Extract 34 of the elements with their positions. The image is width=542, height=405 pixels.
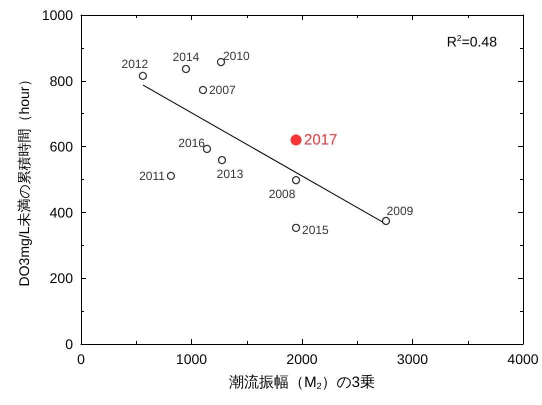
point xyxy=(202,144,212,153)
point xyxy=(216,58,226,66)
y-tick-label: 800 xyxy=(50,72,74,89)
annotation: 2009 xyxy=(386,204,414,218)
y-tick-label: 1000 xyxy=(42,7,74,23)
annotation: 2013 xyxy=(216,167,244,182)
x-tick-label: 1000 xyxy=(176,351,208,367)
y-axis-title: DO3mg/L未満の累積時間（hour） xyxy=(16,72,32,286)
point xyxy=(182,64,190,74)
annotation: 2014 xyxy=(172,50,200,64)
point xyxy=(198,86,208,94)
annotation: 2010 xyxy=(223,49,250,64)
annotation: 2007 xyxy=(208,83,236,98)
annotation: 2011 xyxy=(139,168,166,183)
point xyxy=(138,72,147,80)
x-tick-label: 4000 xyxy=(507,351,539,367)
point xyxy=(166,172,176,180)
x-tick-label: 2000 xyxy=(286,351,318,367)
y-tick-label: 0 xyxy=(65,336,74,352)
point xyxy=(218,156,226,164)
y-tick-label: 400 xyxy=(50,204,74,220)
annotation: 2016 xyxy=(178,136,206,150)
x-tick-label: 3000 xyxy=(396,351,428,367)
point xyxy=(382,216,390,226)
point xyxy=(292,224,300,232)
x-tick-label: 0 xyxy=(77,351,86,367)
y-tick-label: 600 xyxy=(50,138,74,155)
annotation: 2008 xyxy=(268,187,296,202)
point xyxy=(290,134,302,146)
point xyxy=(292,176,300,184)
annotation: 2017 xyxy=(304,132,338,149)
y-tick-label: 200 xyxy=(50,270,74,286)
annotation: 2012 xyxy=(122,56,149,71)
annotation: 2015 xyxy=(302,222,330,237)
